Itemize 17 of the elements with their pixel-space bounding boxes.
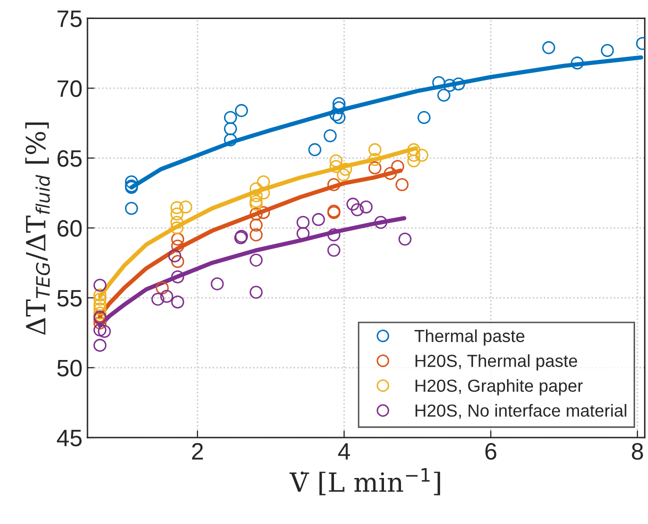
x-tick-label: 6 [485,443,496,460]
x-tick-label: 8 [632,443,643,460]
y-tick-label: 65 [58,150,82,167]
y-axis-title: ΔT$_{TEG}$/ΔT$_{fluid}$ [%] [25,122,50,335]
x-axis-title: V̇ [L min$^{−1}$] [289,468,440,496]
y-tick-label: 70 [58,80,82,97]
y-tick-label: 45 [56,430,82,446]
y-tick-label: 50 [57,360,82,376]
x-tick-label: 2 [192,443,203,460]
legend-label: Thermal paste [414,329,524,346]
y-tick-label: 55 [57,290,82,307]
x-tick-label: 4 [338,443,350,460]
legend-label: H20S, No interface material [416,404,626,419]
y-tick-label: 60 [58,220,82,237]
legend-label: H20S, Graphite paper [416,379,583,396]
y-tick-label: 75 [58,10,82,28]
legend-label: H20S, Thermal paste [416,354,578,370]
